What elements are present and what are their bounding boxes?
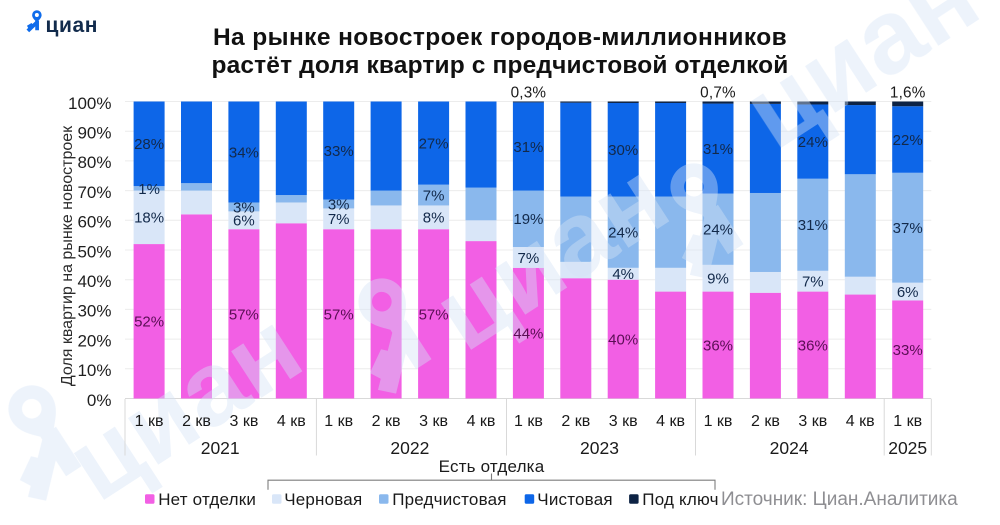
svg-text:24%: 24% [798,134,828,151]
svg-text:Чистовая: Чистовая [537,490,612,509]
svg-text:1 кв: 1 кв [135,413,164,430]
svg-text:30%: 30% [77,302,111,321]
svg-text:2021: 2021 [201,438,240,458]
svg-text:0,7%: 0,7% [700,85,736,102]
svg-text:6%: 6% [897,284,919,301]
svg-text:2 кв: 2 кв [561,413,590,430]
svg-text:1 кв: 1 кв [893,413,922,430]
svg-text:33%: 33% [324,143,354,160]
svg-text:8%: 8% [423,210,445,227]
svg-text:2024: 2024 [770,438,809,458]
svg-text:44%: 44% [513,326,543,343]
svg-text:1,6%: 1,6% [890,85,926,102]
svg-text:9%: 9% [707,271,729,288]
svg-text:2022: 2022 [390,438,429,458]
svg-text:3 кв: 3 кв [419,413,448,430]
svg-text:36%: 36% [798,337,828,354]
svg-text:Предчистовая: Предчистовая [392,490,506,509]
svg-text:31%: 31% [703,141,733,158]
svg-text:2025: 2025 [888,438,927,458]
svg-text:24%: 24% [703,222,733,239]
svg-text:Черновая: Черновая [284,490,362,509]
svg-text:Есть отделка: Есть отделка [439,457,545,476]
svg-text:Нет отделки: Нет отделки [158,490,256,509]
svg-text:57%: 57% [324,306,354,323]
svg-text:4 кв: 4 кв [467,413,496,430]
svg-text:Источник: Циан.Аналитика: Источник: Циан.Аналитика [721,489,958,510]
svg-text:1 кв: 1 кв [514,413,543,430]
svg-text:20%: 20% [77,331,111,350]
svg-text:4%: 4% [612,266,634,283]
svg-text:4 кв: 4 кв [846,413,875,430]
svg-text:6%: 6% [233,213,255,230]
svg-text:0%: 0% [87,391,112,410]
svg-text:7%: 7% [423,188,445,205]
svg-text:Доля квартир на рынке новостро: Доля квартир на рынке новостроек [59,125,76,386]
svg-text:2023: 2023 [580,438,619,458]
svg-text:На рынке новостроек городов-ми: На рынке новостроек городов-миллионников [213,24,787,51]
svg-text:10%: 10% [77,361,111,380]
svg-text:растёт доля квартир с предчист: растёт доля квартир с предчистовой отдел… [211,52,788,79]
svg-text:7%: 7% [802,274,824,291]
svg-text:4 кв: 4 кв [277,413,306,430]
svg-text:60%: 60% [77,213,111,232]
svg-text:24%: 24% [608,225,638,242]
svg-text:70%: 70% [77,183,111,202]
svg-text:7%: 7% [518,250,540,267]
svg-text:0,3%: 0,3% [511,85,547,102]
svg-text:7%: 7% [328,211,350,228]
svg-text:3%: 3% [328,196,350,213]
svg-text:3 кв: 3 кв [609,413,638,430]
svg-text:3 кв: 3 кв [229,413,258,430]
svg-text:1 кв: 1 кв [704,413,733,430]
svg-text:1 кв: 1 кв [324,413,353,430]
svg-text:28%: 28% [134,136,164,153]
svg-text:31%: 31% [798,217,828,234]
svg-text:100%: 100% [68,94,111,113]
svg-text:36%: 36% [703,337,733,354]
svg-text:52%: 52% [134,314,164,331]
svg-text:22%: 22% [893,132,923,149]
svg-text:Под ключ: Под ключ [642,490,718,509]
svg-text:34%: 34% [229,144,259,161]
svg-text:27%: 27% [419,136,449,153]
svg-text:3%: 3% [233,199,255,216]
svg-text:18%: 18% [134,210,164,227]
svg-text:31%: 31% [513,139,543,156]
svg-text:2 кв: 2 кв [372,413,401,430]
svg-text:57%: 57% [419,306,449,323]
svg-text:40%: 40% [77,272,111,291]
svg-text:50%: 50% [77,242,111,261]
svg-text:2 кв: 2 кв [182,413,211,430]
svg-text:30%: 30% [608,142,638,159]
svg-text:37%: 37% [893,220,923,237]
svg-text:19%: 19% [513,211,543,228]
svg-text:57%: 57% [229,306,259,323]
svg-text:3 кв: 3 кв [798,413,827,430]
svg-text:циан: циан [46,14,99,37]
svg-text:40%: 40% [608,332,638,349]
svg-text:80%: 80% [77,153,111,172]
svg-text:4 кв: 4 кв [656,413,685,430]
svg-text:2 кв: 2 кв [751,413,780,430]
svg-text:90%: 90% [77,124,111,143]
svg-text:33%: 33% [893,342,923,359]
svg-text:1%: 1% [138,181,160,198]
